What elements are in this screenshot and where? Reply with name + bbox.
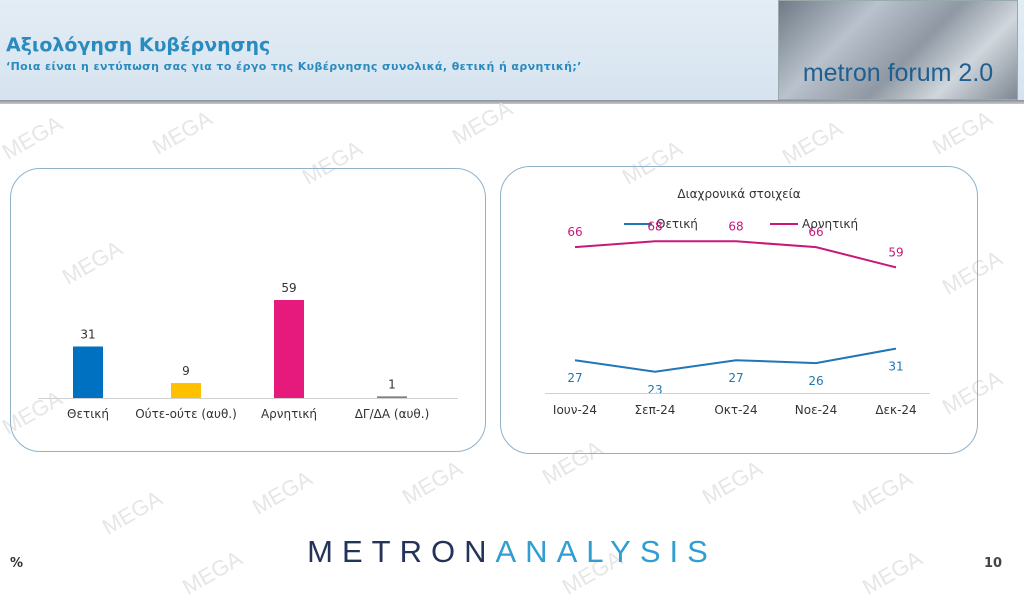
bar [274, 300, 304, 398]
bar-value-label: 31 [80, 328, 95, 342]
bar [73, 346, 103, 398]
watermark: MEGA [847, 465, 917, 520]
bar-category-label: Αρνητική [261, 407, 317, 421]
x-tick-label: Δεκ-24 [875, 403, 916, 417]
metron-forum-logo: metron forum 2.0 [778, 0, 1018, 100]
line-chart-title: Διαχρονικά στοιχεία [677, 187, 800, 201]
watermark: MEGA [0, 110, 67, 165]
brand-part-2: ANALYSIS [495, 534, 717, 569]
metron-analysis-logo: METRONANALYSIS [0, 534, 1024, 570]
line-data-label: 26 [808, 374, 823, 388]
line-data-label: 27 [728, 371, 743, 385]
watermark: MEGA [777, 115, 847, 170]
header-divider [0, 100, 1024, 104]
brand-part-1: METRON [307, 534, 496, 569]
x-tick-label: Οκτ-24 [714, 403, 757, 417]
watermark: MEGA [147, 105, 217, 160]
header-bar: Αξιολόγηση Κυβέρνησης ‘Ποια είναι η εντύ… [0, 0, 1024, 100]
x-tick-label: Σεπ-24 [635, 403, 676, 417]
watermark: MEGA [927, 105, 997, 160]
bar-category-label: Ούτε-ούτε (αυθ.) [135, 407, 237, 421]
line-data-label: 27 [567, 371, 582, 385]
line-data-label: 31 [888, 360, 903, 374]
unit-label: % [10, 556, 24, 571]
line-chart: Διαχρονικά στοιχεία Θετική Αρνητική 27 23 27 2… [545, 187, 930, 417]
watermark: MEGA [247, 465, 317, 520]
series-line [574, 240, 897, 269]
logo-text: metron forum 2.0 [802, 59, 994, 87]
bar-value-label: 59 [281, 281, 296, 295]
line-data-label: 68 [728, 219, 743, 233]
bar-chart-panel [10, 168, 486, 452]
watermark: MEGA [397, 455, 467, 510]
page-subtitle: ‘Ποια είναι η εντύπωση σας για το έργο τ… [6, 60, 582, 73]
bar-category-label: ΔΓ/ΔΑ (αυθ.) [355, 407, 430, 421]
line-data-label: 68 [647, 219, 662, 233]
page-number: 10 [984, 556, 1003, 571]
legend-label: Θετική [656, 217, 698, 231]
watermark: MEGA [97, 485, 167, 540]
bar [171, 383, 201, 398]
bar-category-label: Θετική [67, 407, 109, 421]
line-data-label: 23 [647, 383, 662, 397]
line-data-label: 66 [808, 225, 823, 239]
bar [377, 396, 407, 398]
line-data-label: 59 [888, 245, 903, 259]
bar-chart: 31 Θετική 9 Ούτε-ούτε (αυθ.) 59 Αρνητική 1 ΔΓ/Δ… [38, 281, 458, 421]
line-data-label: 66 [567, 225, 582, 239]
series-line [574, 347, 897, 373]
line-chart-panel [500, 166, 978, 454]
watermark: MEGA [697, 455, 767, 510]
bar-value-label: 1 [388, 377, 396, 391]
legend-label: Αρνητική [802, 217, 858, 231]
x-tick-label: Ιουν-24 [553, 403, 597, 417]
x-tick-label: Νοε-24 [795, 403, 837, 417]
page-title: Αξιολόγηση Κυβέρνησης [6, 34, 271, 56]
bar-value-label: 9 [182, 364, 190, 378]
